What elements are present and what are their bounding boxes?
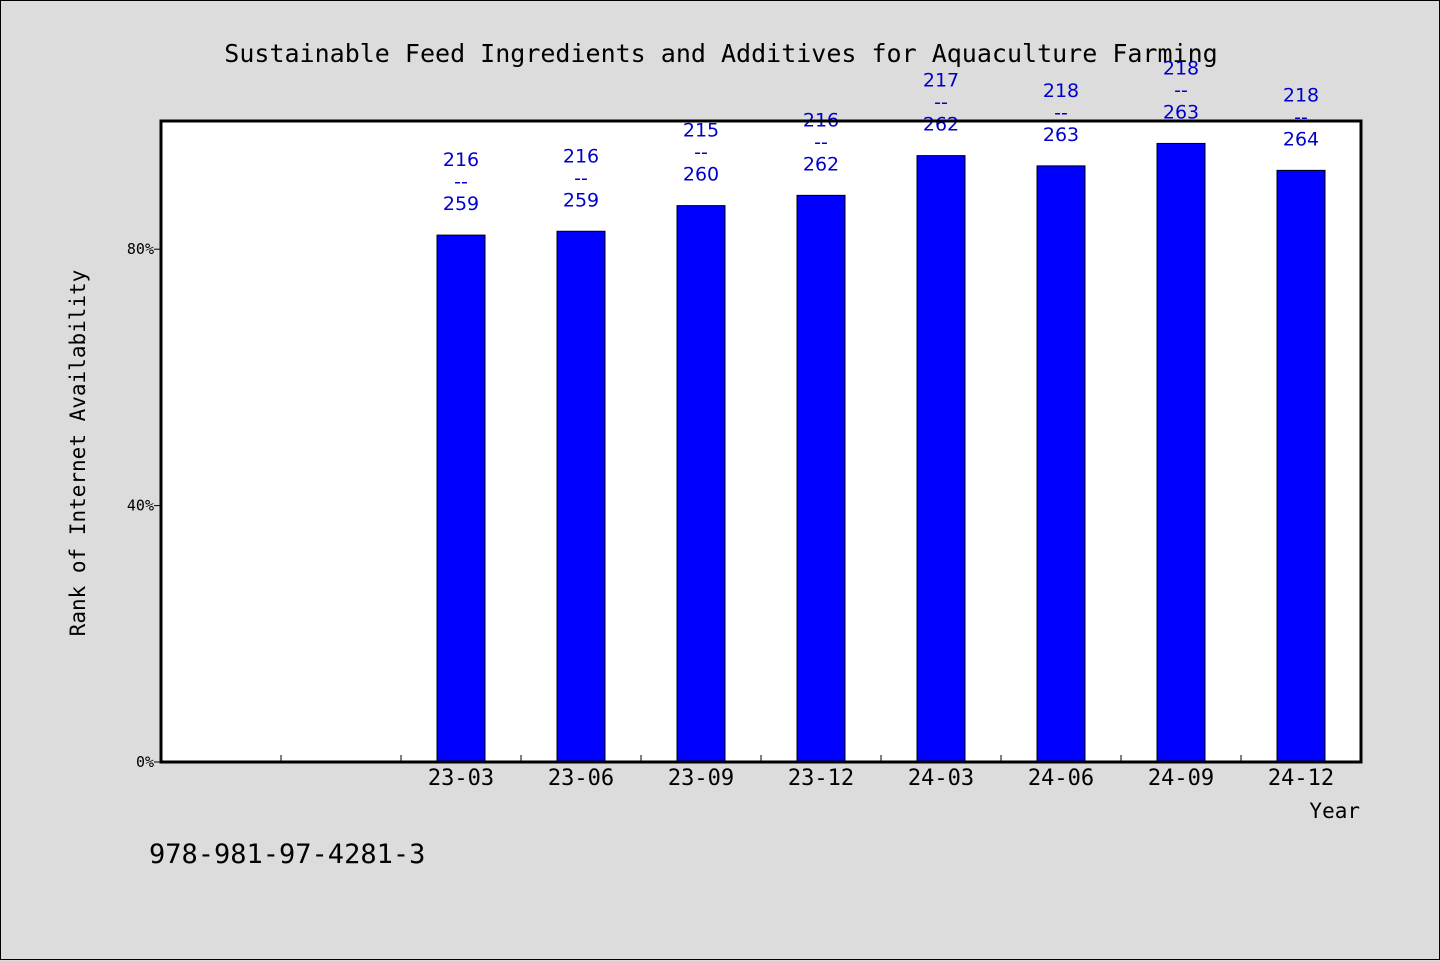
bars-group bbox=[436, 142, 1326, 763]
bar bbox=[1276, 169, 1326, 763]
bar bbox=[1156, 142, 1206, 763]
x-tick-label: 23-06 bbox=[548, 766, 614, 791]
footnote-text: 978-981-97-4281-3 bbox=[149, 839, 425, 870]
bar bbox=[436, 234, 486, 763]
chart-title: Sustainable Feed Ingredients and Additiv… bbox=[224, 39, 1217, 68]
y-tick-label: 0% bbox=[136, 753, 154, 771]
y-tick-label: 80% bbox=[127, 240, 154, 258]
x-tick-label: 23-12 bbox=[788, 766, 854, 791]
data-label: 217 --262 bbox=[923, 70, 959, 136]
y-tick-label: 40% bbox=[127, 497, 154, 515]
bar bbox=[1036, 165, 1086, 763]
bar bbox=[796, 194, 846, 763]
y-axis-title: Rank of Internet Availability bbox=[66, 270, 90, 637]
x-tick-label: 24-12 bbox=[1268, 766, 1334, 791]
plot-border bbox=[159, 119, 1363, 764]
data-label: 216 --262 bbox=[803, 109, 839, 175]
data-label: 216 --259 bbox=[443, 149, 479, 215]
data-label: 218 --264 bbox=[1283, 84, 1319, 150]
bar bbox=[676, 205, 726, 763]
y-axis: 0% 40% 80% bbox=[127, 240, 161, 771]
x-tick-label: 24-03 bbox=[908, 766, 974, 791]
x-axis-title: Year bbox=[1309, 799, 1360, 823]
data-label: 218 --263 bbox=[1163, 57, 1199, 123]
x-tick-label: 23-09 bbox=[668, 766, 734, 791]
bar bbox=[556, 230, 606, 763]
x-tick-label: 23-03 bbox=[428, 766, 494, 791]
data-label: 218 --263 bbox=[1043, 80, 1079, 146]
data-label: 215 --260 bbox=[683, 120, 719, 186]
x-axis: 23-03 23-06 23-09 23-12 24-03 24-06 24-09 24-12 bbox=[280, 755, 1334, 791]
data-labels-group: 216 --259 216 --259 215 --260 216 --262 217 --262… bbox=[443, 57, 1319, 215]
data-label: 216 --259 bbox=[563, 145, 599, 211]
x-tick-label: 24-09 bbox=[1148, 766, 1214, 791]
x-tick-label: 24-06 bbox=[1028, 766, 1094, 791]
bar bbox=[916, 155, 966, 763]
